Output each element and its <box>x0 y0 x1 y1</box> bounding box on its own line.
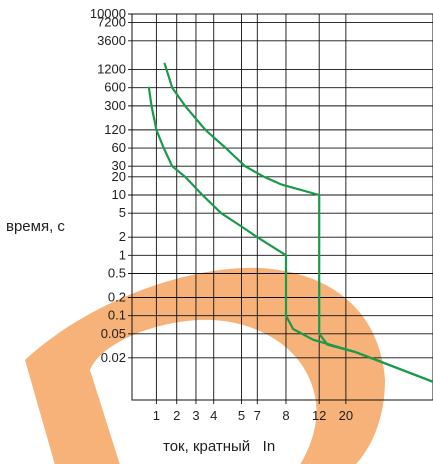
y-tick-label: 10000 <box>90 6 126 21</box>
y-tick-label: 600 <box>104 80 126 95</box>
y-tick-label: 0.02 <box>101 350 126 365</box>
x-tick-label: 12 <box>312 408 326 423</box>
x-tick-label: 5 <box>238 408 245 423</box>
x-tick-label: 7 <box>254 408 261 423</box>
y-tick-label: 300 <box>104 98 126 113</box>
y-axis-title: время, с <box>6 218 65 235</box>
y-tick-label: 2 <box>119 229 126 244</box>
y-tick-label: 3600 <box>97 33 126 48</box>
chart-grid <box>128 13 433 404</box>
y-tick-label: 30 <box>112 158 126 173</box>
y-tick-label: 0.1 <box>108 308 126 323</box>
x-tick-label: 20 <box>339 408 353 423</box>
watermark-logo <box>25 267 385 464</box>
y-tick-label: 0.05 <box>101 326 126 341</box>
x-tick-label: 4 <box>210 408 217 423</box>
y-tick-label: 5 <box>119 205 126 220</box>
y-tick-label: 120 <box>104 122 126 137</box>
y-tick-label: 1200 <box>97 62 126 77</box>
x-tick-label: 3 <box>192 408 199 423</box>
x-tick-labels: 1 2 3 4 5 7 8 12 20 <box>153 408 353 423</box>
x-tick-label: 8 <box>282 408 289 423</box>
watermark-arc <box>25 267 385 464</box>
trip-curve-upper <box>163 62 433 383</box>
y-tick-label: 20 <box>112 169 126 184</box>
y-tick-label: 60 <box>112 140 126 155</box>
x-axis-title: ток, кратный In <box>163 438 275 455</box>
x-tick-label: 1 <box>153 408 160 423</box>
y-tick-label: 0.2 <box>108 289 126 304</box>
trip-curves <box>147 62 433 383</box>
trip-curve-lower <box>147 86 433 383</box>
y-tick-label: 10 <box>112 187 126 202</box>
y-tick-label: 1 <box>119 247 126 262</box>
y-tick-label: 0.5 <box>108 265 126 280</box>
x-tick-label: 2 <box>173 408 180 423</box>
y-tick-label: 7200 <box>97 15 126 30</box>
